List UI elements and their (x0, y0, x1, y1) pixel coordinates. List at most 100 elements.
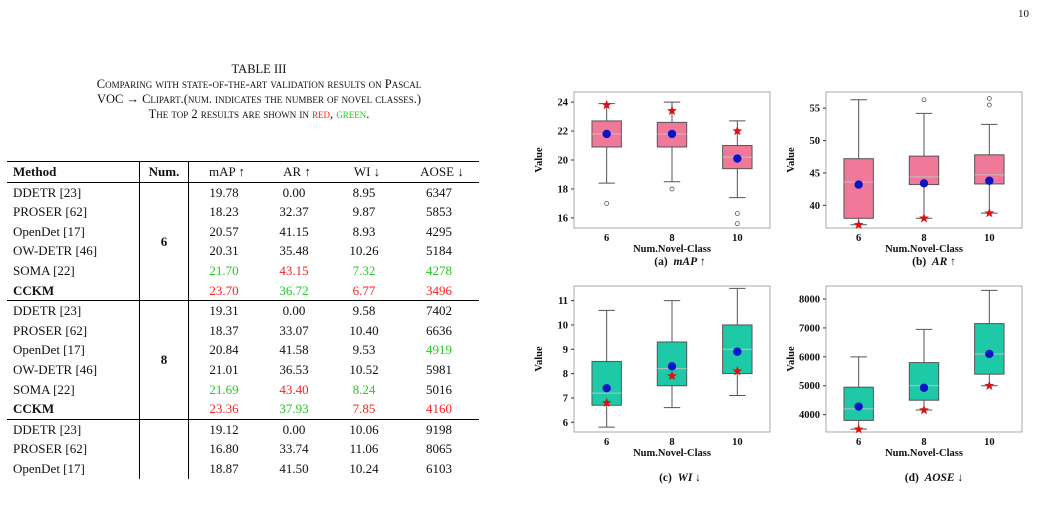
y-tick-label: 18 (558, 184, 569, 195)
x-tick-label: 10 (732, 437, 743, 448)
mean-point (602, 129, 611, 139)
caption-line-1: Comparing with state-of-the-art validati… (96, 77, 422, 91)
cell-wi: 8.24 (352, 381, 376, 397)
x-axis-label: Num.Novel-Class (885, 448, 963, 458)
table-label: TABLE III (231, 62, 287, 76)
subcaption-d: (d) AOSE ↓ (904, 472, 964, 484)
caption-sep: , (329, 107, 334, 121)
cell-aose: 4160 (426, 401, 452, 417)
boxplot-aose: 4000 5000 6000 7000 8000 Value 6 8 10 Num.Novel-C… (786, 285, 1023, 459)
subcaption-b: (b) AR ↑ (912, 256, 956, 268)
cell-ar: 43.40 (279, 381, 309, 397)
cell-map: 18.37 (209, 322, 239, 338)
cell-aose: 4919 (426, 342, 452, 358)
cell-ar: 41.50 (279, 460, 309, 476)
caption-line-3-prefix: The top 2 results are shown in (148, 107, 309, 121)
cell-num (139, 418, 189, 479)
results-table: Method Num. mAP ↑ AR ↑ WI ↓ AOSE ↓ DDETR… (7, 161, 479, 479)
y-tick-label: 6000 (799, 352, 820, 363)
y-tick-label: 9 (563, 345, 568, 356)
cell-ar: 41.15 (279, 223, 309, 239)
table-row: SOMA [22] 21.70 43.15 7.32 4278 (7, 261, 479, 281)
star-marker (667, 105, 677, 116)
boxplot-map: 16 18 20 22 24 Value 6 8 10 Num.Novel-Class (534, 91, 771, 255)
star-marker (853, 424, 864, 434)
cell-num: 8 (139, 300, 189, 420)
cell-ar: 0.00 (259, 181, 329, 203)
cell-ar: 32.37 (279, 204, 309, 220)
cell-map: 23.70 (209, 282, 239, 298)
box (974, 323, 1005, 375)
table-caption: TABLE III Comparing with state-of-the-ar… (0, 62, 518, 122)
cell-map: 20.84 (209, 342, 239, 358)
cell-aose: 8065 (426, 441, 452, 457)
cell-map: 18.87 (209, 460, 239, 476)
cell-ar: 41.58 (279, 342, 309, 358)
header-wi: WI ↓ (329, 161, 399, 183)
y-tick-label: 50 (810, 136, 821, 147)
x-tick-label: 6 (856, 233, 861, 244)
cell-wi: 10.52 (349, 361, 379, 377)
cell-method: CCKM (13, 401, 55, 417)
cell-wi: 9.58 (329, 300, 399, 321)
cell-aose: 6636 (426, 322, 452, 338)
mean-point (667, 362, 677, 371)
cell-wi: 10.40 (349, 322, 379, 338)
mean-point (733, 347, 742, 356)
boxplot-panel-c: 6 7 8 9 10 11 Value 6 8 10 Num.Novel-Class (530, 278, 780, 463)
cell-ar: 36.53 (279, 361, 309, 377)
mean-point (733, 154, 742, 163)
cell-wi: 11.06 (349, 441, 379, 457)
y-tick-label: 11 (558, 296, 568, 307)
cell-map: 18.23 (209, 204, 239, 220)
y-tick-label: 7000 (799, 323, 820, 334)
outlier-point (986, 96, 992, 101)
boxplot-ar: 40 45 50 55 Value 6 8 10 Num.Novel-Class (786, 91, 1023, 255)
caption-green-word: green (336, 107, 367, 121)
y-tick-label: 20 (558, 156, 569, 167)
y-tick-label: 8 (563, 369, 568, 380)
cell-aose: 6103 (426, 460, 452, 476)
cell-ar: 33.07 (279, 322, 309, 338)
cell-wi: 8.93 (352, 223, 376, 239)
mean-point (602, 384, 611, 393)
x-tick-label: 10 (984, 233, 995, 244)
table-row: DDETR [23] 19.12 0.00 10.06 9198 (7, 418, 479, 479)
cell-wi: 7.85 (352, 401, 376, 417)
cell-map: 20.57 (209, 223, 239, 239)
cell-map: 21.69 (209, 381, 239, 397)
plot-frame (825, 285, 1023, 433)
y-axis-label: Value (786, 147, 797, 173)
y-axis-label: Value (786, 346, 797, 372)
cell-num: 6 (139, 181, 189, 301)
table-row: DDETR [23] 6 19.78 0.00 8.95 6347 (7, 181, 479, 301)
star-marker (919, 404, 929, 415)
cell-method: OW-DETR [46] (13, 243, 98, 259)
table-row: OpenDet [17] 20.57 41.15 8.93 4295 (7, 222, 479, 242)
y-tick-label: 8000 (799, 295, 820, 306)
header-aose: AOSE ↓ (399, 161, 479, 183)
table-row: SOMA [22] 21.69 43.40 8.24 5016 (7, 380, 479, 400)
plot-frame (573, 285, 771, 433)
x-tick-label: 10 (984, 437, 995, 448)
x-axis-label: Num.Novel-Class (633, 244, 711, 254)
boxplot-panel-b: 40 45 50 55 Value 6 8 10 Num.Novel-Class (782, 84, 1032, 259)
star-marker (853, 219, 864, 229)
x-axis-label: Num.Novel-Class (633, 448, 711, 458)
cell-map: 16.80 (209, 441, 239, 457)
outlier-point (986, 102, 992, 108)
plot-frame (825, 91, 1023, 229)
x-tick-label: 6 (604, 437, 609, 448)
outlier-point (921, 97, 927, 103)
cell-aose: 4278 (426, 262, 452, 278)
mean-point (919, 383, 929, 392)
cell-wi: 10.06 (329, 418, 399, 440)
outlier-point (734, 221, 740, 227)
cell-aose: 3496 (426, 282, 452, 298)
table-row: OW-DETR [46] 20.31 35.48 10.26 5184 (7, 241, 479, 261)
cell-method: SOMA [22] (13, 262, 75, 278)
outlier-point (734, 211, 740, 216)
table-row: OW-DETR [46] 21.01 36.53 10.52 5981 (7, 360, 479, 380)
outlier-point (669, 186, 675, 192)
star-marker (984, 207, 995, 218)
